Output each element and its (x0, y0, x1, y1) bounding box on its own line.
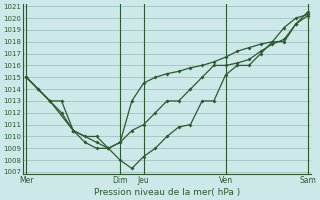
X-axis label: Pression niveau de la mer( hPa ): Pression niveau de la mer( hPa ) (94, 188, 240, 197)
